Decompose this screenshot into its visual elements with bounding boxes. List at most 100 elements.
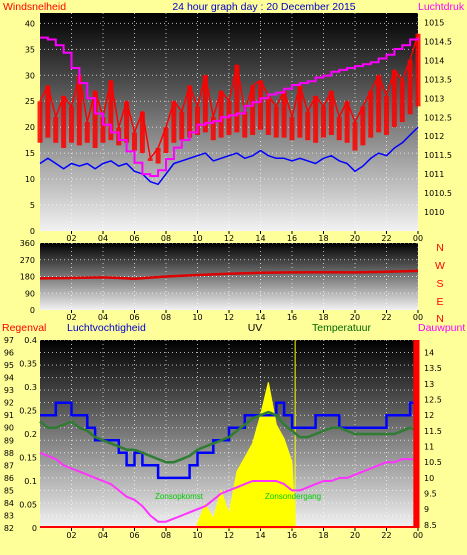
x-tick-label: 08 [161,531,171,540]
temperature-tick: 14 [424,349,434,358]
humidity-tick: 91 [4,411,14,420]
humidity-tick: 82 [4,524,14,533]
wind-speed-tick: 30 [25,71,35,80]
pressure-line [40,36,419,177]
wind-pressure-panel: 051015202530354010101010.510111011.51012… [25,13,452,243]
humidity-tick: 87 [4,461,14,470]
wind-speed-tick: 35 [25,45,35,54]
x-tick-label: 04 [98,531,108,540]
rain-bar [414,340,418,528]
pressure-tick: 1014.5 [424,37,452,46]
humidity-tick: 93 [4,386,14,395]
temperature-tick: 13.5 [424,364,442,373]
x-tick-label: 12 [224,313,234,322]
x-tick-label: 00 [413,234,423,243]
x-tick-label: 08 [161,313,171,322]
x-tick-label: 20 [350,313,360,322]
x-tick-label: 08 [161,234,171,243]
humidity-tick: 94 [4,374,14,383]
humidity-tick: 84 [4,499,14,508]
wind-speed-tick: 25 [25,97,35,106]
rain-tick: 0.15 [19,454,37,463]
compass-w: W [435,260,445,272]
pressure-tick: 1013.5 [424,75,452,84]
x-tick-label: 04 [98,313,108,322]
x-tick-label: 10 [192,234,202,243]
x-tick-label: 10 [192,531,202,540]
rain-tick: 0.35 [19,360,37,369]
humidity-tick: 92 [4,399,14,408]
direction-tick: 180 [20,273,35,282]
wind-speed-tick: 15 [25,149,35,158]
x-tick-label: 12 [224,234,234,243]
x-tick-label: 12 [224,531,234,540]
pressure-tick: 1011 [424,170,444,179]
humidity-tick: 96 [4,349,14,358]
rain-tick: 0.2 [24,430,37,439]
temperature-axis-label: Temperatuur [312,322,371,334]
pressure-tick: 1010 [424,208,444,217]
rain-tick: 0.1 [24,477,37,486]
x-tick-label: 22 [381,234,391,243]
humidity-tick: 86 [4,474,14,483]
x-tick-label: 18 [318,234,328,243]
x-tick-label: 02 [66,234,76,243]
x-tick-label: 14 [255,234,265,243]
humidity-line [40,401,418,480]
temperature-tick: 10.5 [424,458,442,467]
x-tick-label: 02 [66,531,76,540]
chart-title: 24 hour graph day : 20 December 2015 [172,1,355,13]
x-tick-label: 14 [255,313,265,322]
humidity-tick: 88 [4,449,14,458]
temperature-tick: 12 [424,411,434,420]
x-tick-label: 00 [413,531,423,540]
x-tick-label: 10 [192,313,202,322]
compass-n-top: N [436,242,444,254]
x-tick-label: 16 [287,313,297,322]
temperature-tick: 12.5 [424,396,442,405]
temperature-tick: 10 [424,474,434,483]
rain-axis-label: Regenval [2,322,46,334]
direction-tick: 0 [30,306,35,315]
wind-speed-tick: 20 [25,123,35,132]
uv-axis-label: UV [248,322,263,334]
wind-average-line [39,126,419,186]
humidity-tick: 90 [4,424,14,433]
humidity-tick: 85 [4,486,14,495]
direction-tick: 360 [20,239,35,248]
x-tick-label: 20 [350,234,360,243]
humidity-tick: 83 [4,511,14,520]
humidity-tick: 89 [4,436,14,445]
humidity-tick: 95 [4,361,14,370]
pressure-tick: 1013 [424,94,444,103]
uv-area [197,382,296,529]
rain-tick: 0.3 [24,383,37,392]
temperature-tick: 9 [424,505,429,514]
compass-e: E [436,296,443,308]
direction-tick: 270 [20,256,35,265]
rain-bar [413,340,417,528]
x-tick-label: 16 [287,234,297,243]
humidity-axis-label: Luchtvochtigheid [67,322,146,334]
pressure-tick: 1011.5 [424,151,452,160]
x-tick-label: 06 [129,313,139,322]
rain-tick: 0.4 [24,336,37,345]
pressure-tick: 1015 [424,18,444,27]
x-tick-label: 22 [381,313,391,322]
temperature-tick: 9.5 [424,490,437,499]
wind-speed-tick: 10 [25,175,35,184]
temperature-tick: 8.5 [424,521,437,530]
rain-tick: 0.05 [19,501,37,510]
pressure-tick: 1010.5 [424,189,452,198]
x-tick-label: 06 [129,234,139,243]
x-tick-label: 14 [255,531,265,540]
x-tick-label: 00 [413,313,423,322]
pressure-axis-label: Luchtdruk [418,1,465,13]
humidity-temperature-panel: 82 83 84 85 86 87 88 89 90 91 92 93 94 95 96 97 0 0.05 0.1… [4,336,442,540]
wind-speed-tick: 0 [30,227,35,236]
pressure-tick: 1014 [424,56,444,65]
x-tick-label: 16 [287,531,297,540]
dewpoint-line [39,451,418,523]
x-tick-label: 06 [129,531,139,540]
